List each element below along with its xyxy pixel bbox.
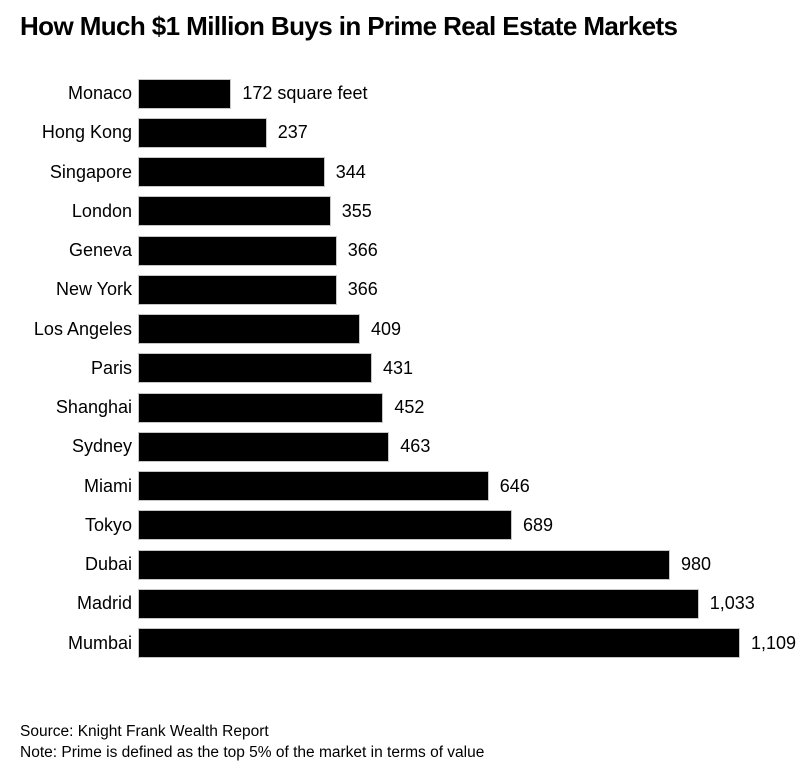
chart-row: Madrid 1,033: [0, 584, 809, 623]
category-label: Shanghai: [55, 397, 132, 418]
chart-row: Geneva 366: [0, 231, 809, 270]
category-label: Tokyo: [84, 514, 132, 535]
bar: [138, 628, 740, 659]
value-label: 237: [277, 122, 308, 143]
value-label: 172 square feet: [242, 83, 368, 104]
chart-row: Los Angeles 409: [0, 310, 809, 349]
chart-row: Miami 646: [0, 467, 809, 506]
category-label: Paris: [90, 357, 132, 378]
bar: [138, 157, 325, 188]
footer: Source: Knight Frank Wealth Report Note:…: [20, 721, 484, 763]
category-label: Monaco: [67, 83, 132, 104]
category-label: Dubai: [84, 554, 132, 575]
category-label: Miami: [84, 475, 132, 496]
chart-row: London 355: [0, 192, 809, 231]
category-label: Mumbai: [67, 632, 132, 653]
category-label: Los Angeles: [33, 318, 132, 339]
category-label: Singapore: [49, 161, 132, 182]
value-label: 355: [341, 200, 372, 221]
value-label: 1,109: [751, 632, 797, 653]
value-label: 1,033: [709, 593, 755, 614]
chart-row: Singapore 344: [0, 153, 809, 192]
bar: [138, 510, 512, 541]
bar: [138, 274, 337, 305]
chart-row: Monaco 172 square feet: [0, 74, 809, 113]
chart-row: New York 366: [0, 270, 809, 309]
chart-row: Paris 431: [0, 349, 809, 388]
chart-row: Tokyo 689: [0, 506, 809, 545]
value-label: 366: [347, 240, 378, 261]
bar: [138, 196, 331, 227]
bar: [138, 78, 232, 109]
chart-row: Dubai 980: [0, 545, 809, 584]
bar: [138, 392, 384, 423]
value-label: 980: [681, 554, 712, 575]
bar: [138, 549, 670, 580]
note-text: Note: Prime is defined as the top 5% of …: [20, 744, 485, 761]
bar: [138, 431, 390, 462]
chart-row: Shanghai 452: [0, 388, 809, 427]
bar-chart: Monaco 172 square feet Hong Kong 237 Sin…: [0, 74, 809, 663]
bar: [138, 353, 372, 384]
source-text: Source: Knight Frank Wealth Report: [20, 723, 269, 740]
bar: [138, 314, 360, 345]
category-label: London: [71, 200, 132, 221]
chart-title: How Much $1 Million Buys in Prime Real E…: [20, 11, 678, 41]
category-label: Sydney: [71, 436, 132, 457]
category-label: Hong Kong: [41, 122, 132, 143]
value-label: 344: [335, 161, 366, 182]
bar: [138, 588, 699, 619]
value-label: 452: [394, 397, 425, 418]
value-label: 463: [400, 436, 431, 457]
value-label: 431: [383, 357, 414, 378]
chart-row: Hong Kong 237: [0, 113, 809, 152]
bar: [138, 117, 267, 148]
bar: [138, 471, 489, 502]
value-label: 689: [523, 514, 554, 535]
value-label: 646: [499, 475, 530, 496]
value-label: 366: [347, 279, 378, 300]
chart-row: Sydney 463: [0, 427, 809, 466]
category-label: Madrid: [76, 593, 132, 614]
chart-row: Mumbai 1,109: [0, 624, 809, 663]
category-label: Geneva: [68, 240, 132, 261]
value-label: 409: [371, 318, 402, 339]
category-label: New York: [55, 279, 132, 300]
bar: [138, 235, 337, 266]
